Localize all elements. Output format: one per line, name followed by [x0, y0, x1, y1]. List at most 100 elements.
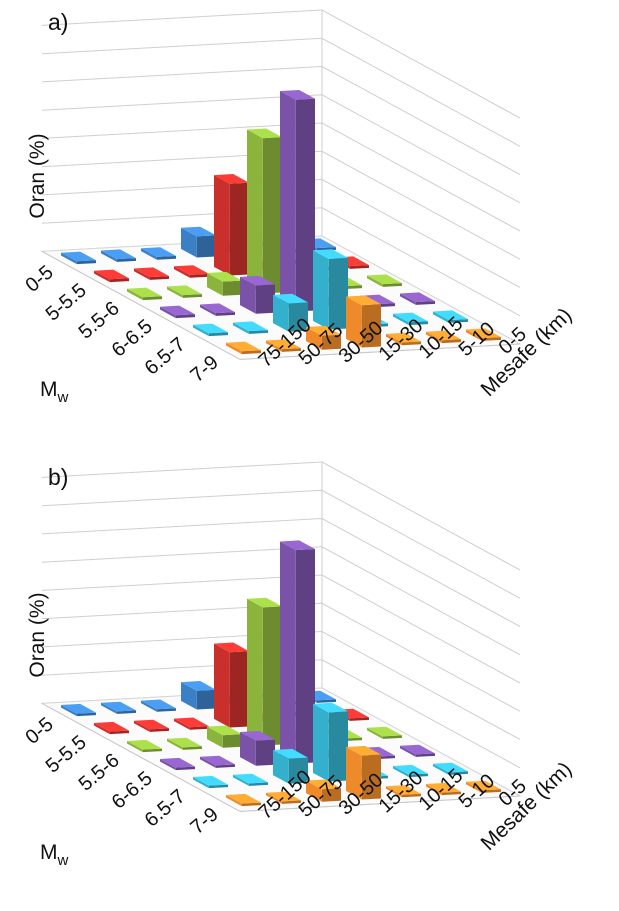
chart-a-bar-top	[200, 303, 235, 314]
chart-a-bar-50-75-7-9	[266, 339, 301, 352]
chart-b-bar-0-5-6-6.5	[400, 744, 435, 757]
chart-a-bar-side	[295, 98, 315, 312]
chart-a-bar-side	[109, 278, 129, 283]
chart-b-bar-front	[207, 726, 223, 748]
chart-b-bar-top	[247, 597, 282, 608]
chart-b-magnitude-tick: 0-5	[21, 713, 57, 748]
chart-b-magnitude-tick: 7-9	[186, 803, 222, 838]
chart-b-bar-top	[200, 755, 235, 766]
chart-b-panel-label: b)	[48, 464, 68, 490]
chart-b-bar-front	[313, 703, 329, 782]
chart-a-bar-side	[156, 255, 176, 260]
chart-a-bar-0-5-6-6.5	[400, 292, 435, 305]
chart-a-bar-top	[280, 90, 315, 100]
chart-b-xlabel: Mw	[40, 841, 69, 869]
chart-b-bar-front	[466, 781, 482, 793]
chart-a-magnitude-tick: 7-9	[186, 351, 222, 386]
chart-a-bar-50-75-6-6.5	[200, 303, 235, 316]
chart-a-bar-side	[116, 258, 136, 262]
chart-a-xlabel-main: M	[40, 378, 58, 401]
chart-b-bar-top	[393, 764, 428, 775]
chart-b-bar-front	[94, 723, 110, 735]
chart-b-bar-75-150-6.5-7	[193, 775, 228, 789]
chart-a-bar-front	[200, 304, 216, 316]
chart-b-bar-side	[76, 712, 96, 717]
chart-a-bar-front	[226, 342, 242, 355]
chart-b-bar-top	[313, 702, 348, 713]
chart-a-bar-front	[141, 248, 157, 260]
chart-b-bar-front	[280, 541, 296, 764]
chart-a-bar-side	[196, 235, 216, 258]
chart-b-bar-side	[255, 739, 275, 766]
chart-b-bar-0-5-6.5-7	[433, 762, 468, 775]
chart-b-bar-side	[328, 711, 348, 782]
chart-a-bar-front	[181, 227, 197, 258]
chart-b-bar-50-75-7-9	[266, 791, 301, 804]
chart-b-bars	[61, 540, 501, 807]
chart-a-bar-top	[207, 271, 242, 282]
chart-a-bar-front	[167, 286, 183, 298]
chart-b-bar-front	[226, 795, 242, 807]
chart-a-bar-75-150-6.5-7	[193, 323, 228, 337]
chart-a-walls	[41, 9, 521, 345]
chart-a-bar-side	[361, 304, 381, 348]
chart-a-ylabel: Mesafe (km)	[477, 304, 577, 402]
chart-b-bar-side	[481, 789, 501, 793]
chart-b-bar-top	[174, 717, 209, 728]
chart-a-bar-front	[393, 313, 409, 326]
chart-b-bar-top	[386, 785, 421, 795]
chart-b-bar-side	[215, 764, 235, 768]
chart-b-bar-75-150-5-5.5	[94, 721, 129, 735]
chart-b-bar-15-30-0-5	[181, 681, 216, 710]
chart-b-bar-50-75-5-5.5	[134, 719, 169, 732]
chart-b-bar-75-150-5.5-6	[127, 739, 162, 753]
chart-a-bar-top	[433, 310, 468, 321]
chart-b-bar-0-5-7-9	[466, 780, 501, 793]
chart-b-bar-30-50-5.5-6	[207, 725, 242, 748]
chart-b-xlabel-sub: w	[57, 852, 69, 869]
chart-a-bar-front	[214, 175, 230, 276]
chart-b-bar-front	[233, 774, 249, 786]
chart-a-bar-front	[207, 273, 223, 296]
chart-b-bar-15-30-5.5-6	[247, 597, 282, 746]
chart-a-bar-10-15-7-9	[386, 332, 421, 346]
chart-b-bar-side	[189, 726, 209, 730]
chart-b-bar-top	[466, 780, 501, 791]
chart-b-bar-30-50-6.5-7	[273, 748, 308, 784]
chart-b-bar-side	[382, 735, 402, 739]
chart-a-bar-side	[222, 280, 242, 296]
chart-b-svg: 0-55-5.55.5-66-6.56.5-77-90-55-1010-1515…	[21, 461, 576, 869]
chart-b-bar-75-150-7-9	[226, 793, 261, 807]
chart-b-bar-side	[281, 800, 301, 804]
chart-a-bar-side	[229, 182, 249, 276]
chart-b-bar-top	[127, 739, 162, 750]
chart-a-bar-top	[386, 332, 421, 343]
chart-b-bar-front	[193, 777, 209, 789]
chart-a-bar-top	[167, 285, 202, 296]
chart-b-bar-side	[408, 773, 428, 778]
chart-b-bar-side	[116, 710, 136, 714]
chart-b-bar-front	[61, 705, 77, 717]
chart-a-bar-side	[328, 257, 348, 330]
chart-b-bar-30-50-0-5	[141, 699, 176, 712]
chart-b-bar-0-5-5.5-6	[367, 726, 402, 739]
chart-a-bar-top	[367, 274, 402, 285]
chart-b-zlabel: Oran (%)	[26, 592, 49, 677]
chart-b-bar-top	[367, 726, 402, 737]
chart-a-bar-top	[233, 321, 268, 332]
chart-b-bar-side	[295, 549, 315, 764]
chart-b-bar-top	[400, 744, 435, 755]
chart-a-bar-front	[400, 293, 416, 305]
chart-a-bar-75-150-6-6.5	[160, 305, 195, 319]
chart-b-bar-top	[134, 719, 169, 730]
chart-a-xlabel-sub: w	[57, 389, 69, 406]
chart-a-bar-front	[280, 91, 296, 312]
chart-b-bar-side	[321, 788, 341, 802]
chart-a-bar-side	[408, 321, 428, 326]
chart-panel-b: 0-5 5-5.5 5.5-6 6-6.5 6.5-7 7-9 0-5 5-10 10-15 15…	[0, 455, 619, 910]
chart-a-bar-15-30-6-6.5	[280, 90, 315, 312]
chart-a-bar-side	[189, 273, 209, 278]
chart-a-bar-side	[321, 334, 341, 350]
chart-b-bar-top	[306, 779, 341, 790]
chart-b-bar-15-30-7-9	[346, 745, 381, 800]
